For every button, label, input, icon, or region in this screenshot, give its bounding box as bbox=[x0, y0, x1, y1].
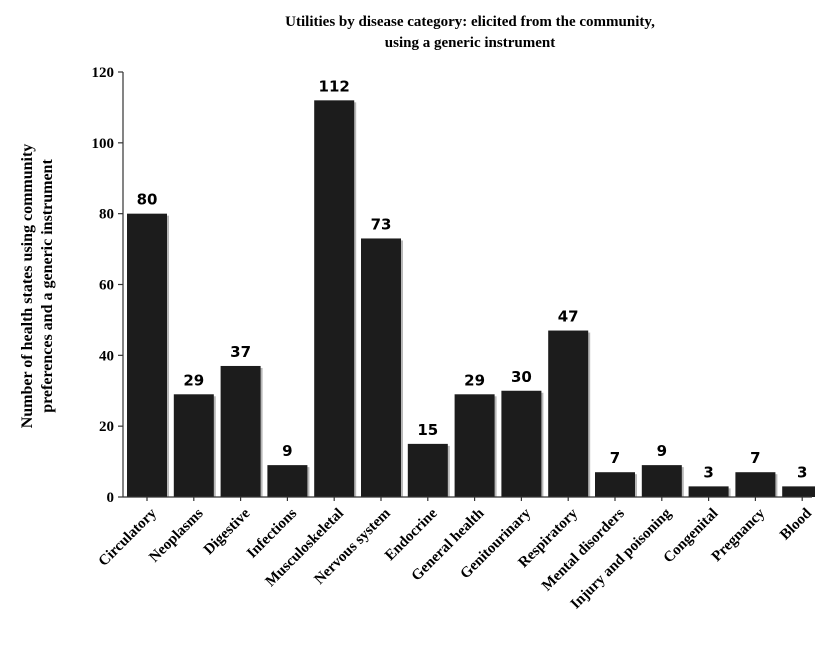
bar-value-label: 73 bbox=[371, 215, 392, 233]
bar-blood bbox=[782, 486, 815, 497]
bar-value-label: 37 bbox=[230, 343, 251, 361]
bar-value-label: 9 bbox=[282, 442, 292, 460]
y-axis-label-line-1: Number of health states using community bbox=[19, 144, 36, 429]
bar-value-label: 3 bbox=[703, 463, 713, 481]
y-tick-label: 100 bbox=[92, 136, 115, 152]
y-tick-label: 40 bbox=[99, 348, 114, 364]
bar-congenital bbox=[688, 486, 729, 497]
y-tick-label: 120 bbox=[92, 65, 115, 81]
chart-title-line-2: using a generic instrument bbox=[385, 35, 555, 51]
bar-value-label: 112 bbox=[319, 77, 350, 95]
chart-title-line-1: Utilities by disease category: elicited … bbox=[285, 14, 655, 30]
y-axis-ticks: 0 20 40 60 80 100 120 bbox=[92, 65, 123, 506]
bar-mental-disorders bbox=[595, 472, 635, 497]
x-tick-label: Mental disorders bbox=[539, 505, 628, 594]
bar-general-health bbox=[454, 394, 495, 497]
x-tick-label: Circulatory bbox=[96, 505, 160, 569]
x-tick-label: Blood bbox=[777, 505, 815, 543]
bar-value-label: 29 bbox=[464, 371, 485, 389]
bar-infections bbox=[267, 465, 308, 497]
bar-injury-and-poisoning bbox=[641, 465, 682, 497]
y-tick-label: 0 bbox=[107, 490, 115, 506]
bar-genitourinary bbox=[501, 390, 542, 497]
bar-pregnancy bbox=[735, 472, 776, 497]
bar-value-label: 47 bbox=[558, 308, 579, 326]
bar-value-label: 3 bbox=[797, 463, 807, 481]
y-tick-label: 20 bbox=[99, 419, 114, 435]
bar-value-label: 29 bbox=[183, 371, 204, 389]
bar-musculoskeletal bbox=[314, 100, 355, 497]
bar-value-label: 30 bbox=[511, 368, 532, 386]
bar-digestive bbox=[220, 365, 261, 497]
y-tick-label: 60 bbox=[99, 278, 114, 294]
bar-endocrine bbox=[407, 443, 448, 497]
bar-neoplasms bbox=[173, 394, 214, 497]
bar-value-label: 15 bbox=[417, 421, 438, 439]
y-tick-label: 80 bbox=[99, 207, 114, 223]
bar-value-label: 80 bbox=[137, 191, 158, 209]
bar-circulatory bbox=[127, 213, 167, 497]
bar-value-label: 9 bbox=[657, 442, 667, 460]
x-axis-ticks: CirculatoryNeoplasmsDigestiveInfectionsM… bbox=[96, 497, 815, 612]
bar-value-label: 7 bbox=[750, 449, 760, 467]
bar-respiratory bbox=[548, 330, 589, 497]
bar-value-label: 7 bbox=[610, 449, 620, 467]
bar-nervous-system bbox=[361, 238, 401, 498]
y-axis-label-line-2: preferences and a generic instrument bbox=[39, 159, 56, 413]
